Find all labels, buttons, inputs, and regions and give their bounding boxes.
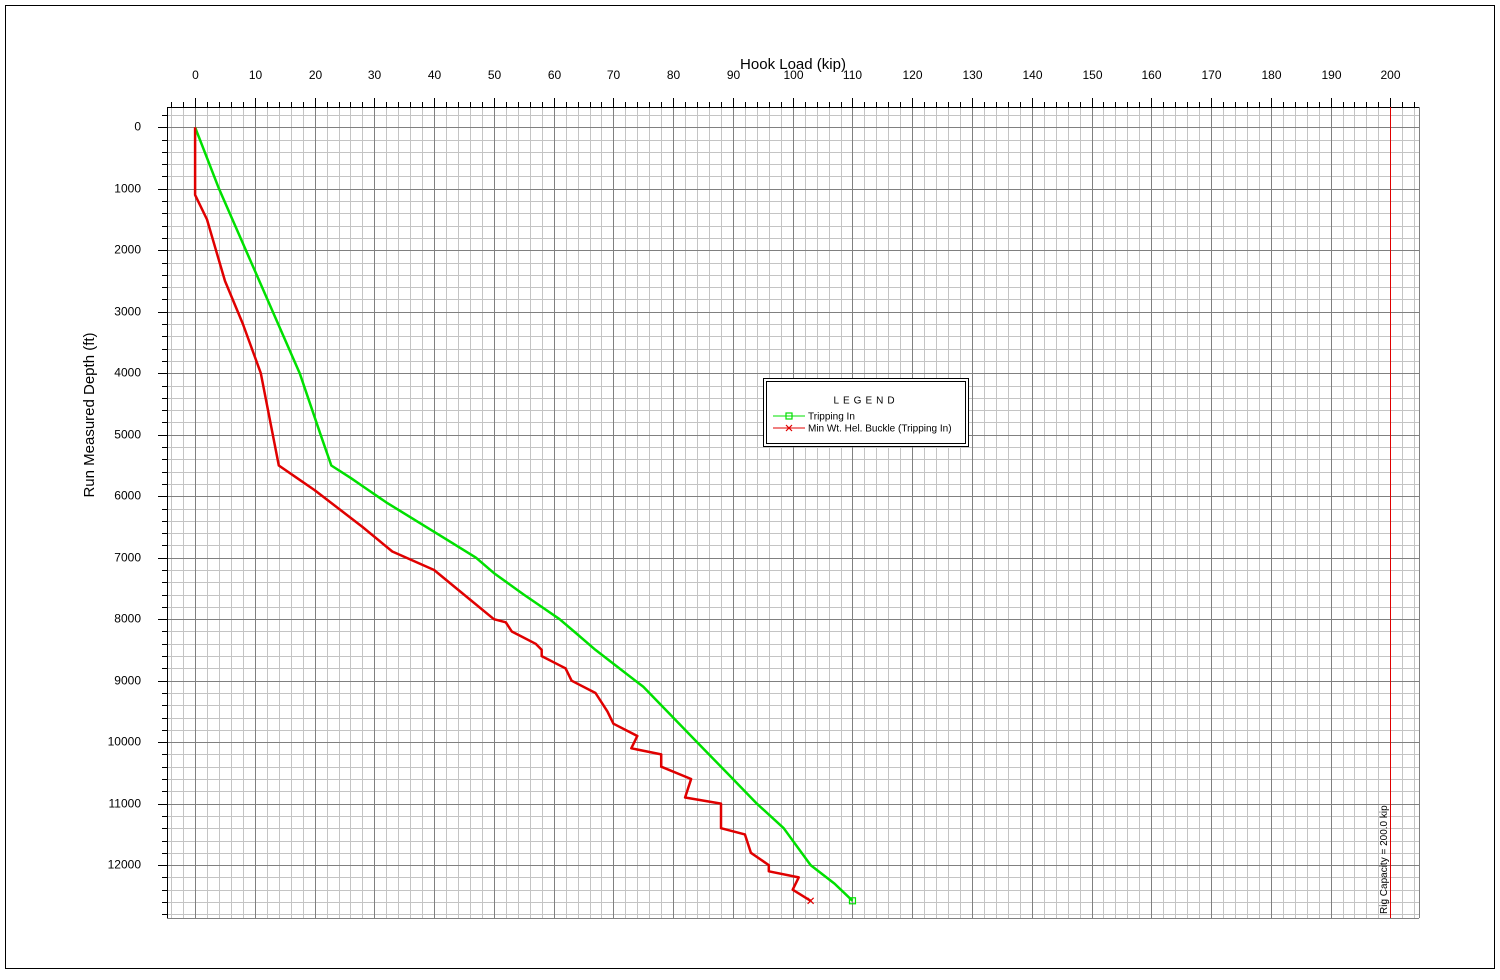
y-tick-label: 11000 bbox=[109, 797, 142, 811]
axes: 0 10 20 30 40 50 60 70 80 90 100 110 120 130 140 150 160… bbox=[108, 68, 1420, 919]
x-tick-label: 150 bbox=[1082, 68, 1102, 82]
y-tick-label: 1000 bbox=[114, 182, 141, 196]
y-tick-label: 10000 bbox=[108, 735, 142, 749]
y-tick-label: 0 bbox=[134, 120, 141, 134]
frame bbox=[5, 5, 1495, 969]
x-tick-label: 90 bbox=[727, 68, 741, 82]
y-tick-label: 4000 bbox=[114, 366, 141, 380]
plot: Rig Capacity = 200.0 kip bbox=[193, 107, 1391, 918]
x-tick-label: 0 bbox=[192, 68, 199, 82]
x-tick-label: 70 bbox=[607, 68, 621, 82]
x-axis-title: Hook Load (kip) bbox=[740, 56, 846, 73]
y-tick-label: 3000 bbox=[114, 305, 141, 319]
x-tick-label: 200 bbox=[1380, 68, 1400, 82]
x-tick-label: 100 bbox=[783, 68, 803, 82]
x-tick-label: 30 bbox=[368, 68, 382, 82]
x-tick-label: 170 bbox=[1201, 68, 1221, 82]
rig-capacity-label: Rig Capacity = 200.0 kip bbox=[1379, 805, 1390, 914]
x-tick-label: 20 bbox=[309, 68, 323, 82]
y-tick-label: 9000 bbox=[114, 674, 141, 688]
y-tick-label: 2000 bbox=[114, 243, 141, 257]
x-tick-label: 50 bbox=[488, 68, 502, 82]
x-tick-label: 130 bbox=[962, 68, 982, 82]
legend-marker bbox=[785, 412, 793, 420]
x-tick-label: 80 bbox=[667, 68, 681, 82]
x-tick-label: 160 bbox=[1141, 68, 1161, 82]
x-tick-label: 140 bbox=[1022, 68, 1042, 82]
y-tick-label: 12000 bbox=[108, 858, 142, 872]
x-tick-label: 190 bbox=[1321, 68, 1341, 82]
legend-title: LEGEND bbox=[833, 396, 898, 407]
series-line bbox=[193, 127, 812, 902]
legend-border bbox=[766, 381, 966, 444]
y-tick-label: 6000 bbox=[114, 489, 141, 503]
marker bbox=[848, 897, 857, 905]
legend-label: Tripping In bbox=[808, 412, 855, 423]
y-axis-title: Run Measured Depth (ft) bbox=[81, 332, 98, 497]
x-tick-label: 40 bbox=[428, 68, 442, 82]
x-tick-label: 120 bbox=[902, 68, 922, 82]
series-line bbox=[193, 126, 854, 902]
legend-border bbox=[763, 378, 969, 447]
x-tick-label: 110 bbox=[843, 68, 862, 82]
legend-marker bbox=[785, 424, 793, 432]
y-tick-label: 5000 bbox=[114, 428, 141, 442]
marker bbox=[807, 897, 815, 905]
y-tick-label: 8000 bbox=[114, 612, 141, 626]
legend-label: Min Wt. Hel. Buckle (Tripping In) bbox=[808, 424, 952, 435]
x-tick-label: 60 bbox=[548, 68, 562, 82]
y-tick-label: 7000 bbox=[114, 551, 141, 565]
x-tick-label: 10 bbox=[249, 68, 263, 82]
x-tick-label: 180 bbox=[1261, 68, 1281, 82]
